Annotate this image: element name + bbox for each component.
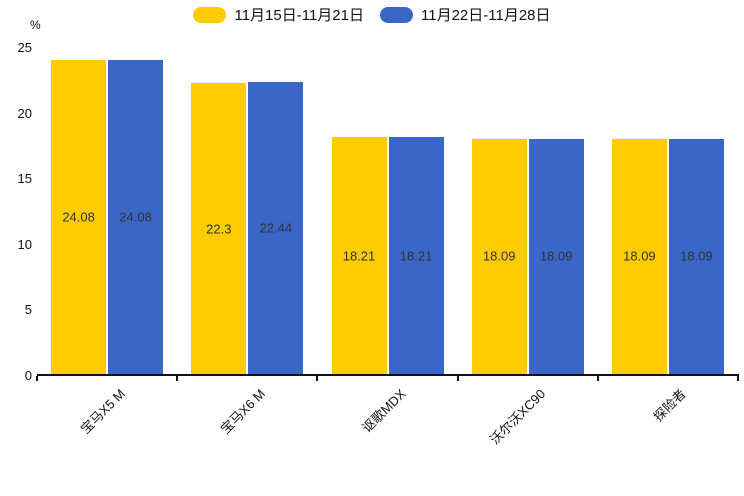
- bar-series1-cat5: [611, 138, 667, 374]
- y-axis-tick-label: 5: [24, 302, 32, 318]
- x-axis-tick: [596, 376, 599, 381]
- legend-label-week2: 11月22日-11月28日: [421, 7, 551, 24]
- legend: 11月15日-11月21日 11月22日-11月28日: [0, 4, 744, 25]
- y-axis-tick-label: 0: [24, 368, 32, 383]
- bar-value-label: 22.3: [206, 221, 232, 237]
- legend-item-week2[interactable]: 11月22日-11月28日: [380, 4, 551, 25]
- bar-value-label: 22.44: [259, 220, 293, 236]
- legend-swatch-week2-icon: [380, 6, 413, 23]
- x-axis-tick: [456, 376, 459, 381]
- y-axis-tick-label: 20: [17, 105, 32, 121]
- legend-label-week1: 11月15日-11月21日: [234, 7, 364, 24]
- x-axis-tick: [36, 376, 38, 381]
- bar-value-label: 24.08: [62, 209, 95, 225]
- x-axis-category-label: 宝马X6 M: [217, 386, 269, 437]
- x-axis-tick: [316, 376, 319, 381]
- legend-item-week1[interactable]: 11月15日-11月21日: [193, 4, 364, 25]
- x-axis-category-label: 探险者: [650, 386, 689, 425]
- bar-value-label: 18.09: [539, 248, 573, 264]
- bar-value-label: 18.09: [482, 248, 516, 264]
- y-axis-tick-label: 10: [17, 236, 32, 252]
- x-axis-tick: [737, 376, 739, 381]
- y-axis-unit-label: %: [30, 18, 41, 32]
- bar-series1-cat3: [331, 137, 387, 374]
- y-axis-tick-label: 25: [17, 40, 32, 55]
- bar-series2-cat2: [248, 81, 304, 374]
- bar-value-label: 18.09: [623, 248, 656, 264]
- bar-value-label: 18.21: [342, 248, 376, 264]
- bar-series1-cat1: [51, 60, 107, 374]
- bar-series2-cat4: [528, 138, 584, 374]
- x-axis-tick: [176, 376, 179, 381]
- bar-series1-cat4: [471, 138, 527, 374]
- x-axis-category-label: 宝马X5 M: [77, 386, 128, 437]
- legend-swatch-week1-icon: [193, 6, 227, 23]
- x-axis-line: [37, 374, 739, 376]
- bar-value-label: 18.09: [680, 248, 713, 264]
- bar-series2-cat5: [668, 138, 724, 374]
- y-axis-tick-label: 15: [17, 171, 32, 187]
- bar-series1-cat2: [191, 83, 247, 374]
- bar-value-label: 24.08: [119, 209, 152, 225]
- x-axis-category-label: 沃尔沃XC90: [487, 386, 549, 448]
- bar-value-label: 18.21: [399, 248, 433, 264]
- bar-series2-cat3: [388, 137, 444, 374]
- x-axis-category-label: 讴歌MDX: [358, 386, 409, 436]
- bar-series2-cat1: [108, 60, 164, 374]
